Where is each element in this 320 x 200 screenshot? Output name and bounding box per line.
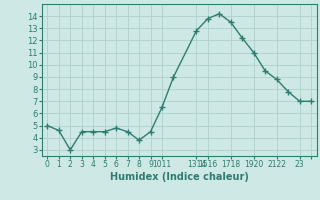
X-axis label: Humidex (Indice chaleur): Humidex (Indice chaleur): [110, 172, 249, 182]
